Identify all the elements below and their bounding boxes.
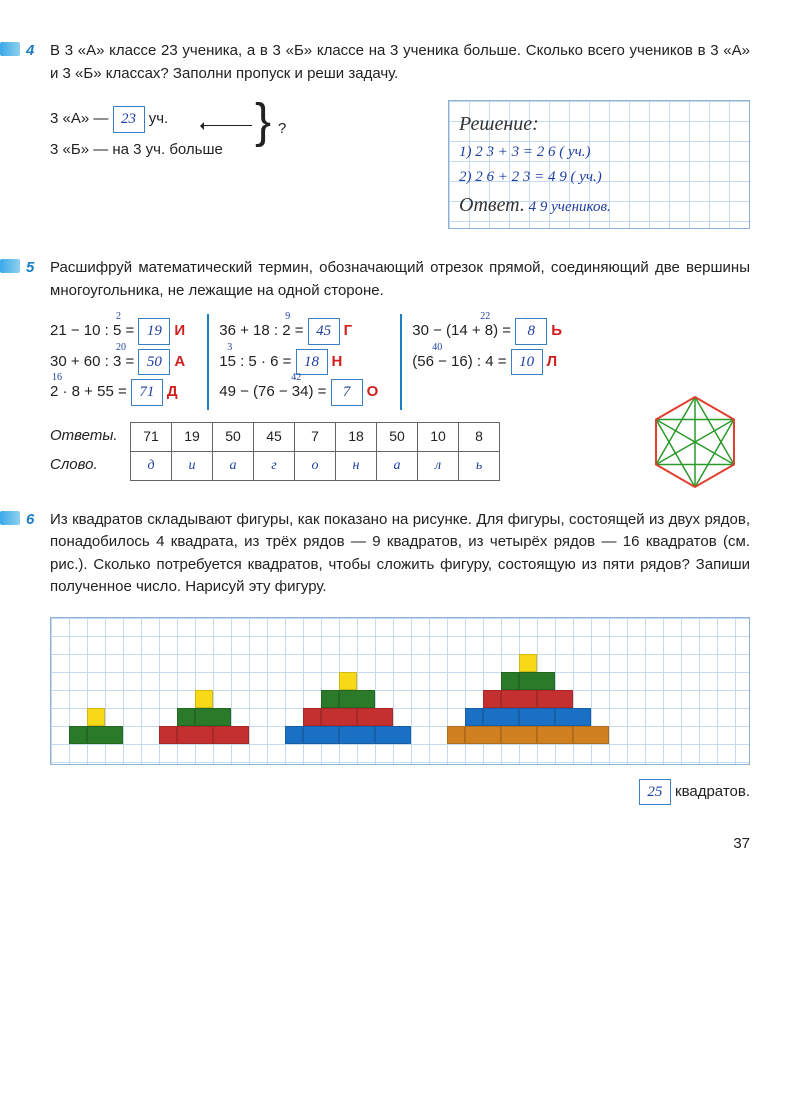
page-number: 37 [50, 833, 750, 856]
answer-text: 4 9 учеников. [529, 199, 611, 215]
question-mark: ? [278, 118, 286, 141]
problem-number: 4 [26, 40, 34, 63]
figure-grid [50, 617, 750, 765]
problem-marker [0, 259, 20, 273]
equation-line: 936 + 18 : 2 = 45Г [219, 318, 378, 345]
schema-a-unit: уч. [149, 110, 168, 127]
word-table: диагональ [130, 451, 500, 481]
schema-b-label: 3 «Б» — на 3 уч. больше [50, 141, 223, 158]
equation-line: 4249 − (76 − 34) = 7О [219, 379, 378, 406]
equation-line: 162 · 8 + 55 = 71Д [50, 379, 185, 406]
problem-marker [0, 511, 20, 525]
problem-text: В 3 «А» классе 23 ученика, а в 3 «Б» кла… [50, 40, 750, 85]
brace-icon: } [255, 98, 271, 146]
word-label: Слово. [50, 454, 130, 477]
schema-a-value: 23 [113, 106, 145, 133]
problem-6: 6 Из квадратов складывают фигуры, как по… [50, 509, 750, 806]
equation-line: 40(56 − 16) : 4 = 10Л [412, 349, 562, 376]
answers-table: 7119504571850108 [130, 422, 500, 452]
solution-line-1: 1) 2 3 + 3 = 2 6 ( уч.) [459, 141, 739, 164]
schema-block: 3 «А» — 23 уч. 3 «Б» — на 3 уч. больше }… [50, 100, 428, 229]
answer-unit: квадратов. [675, 783, 750, 800]
answer-value: 25 [639, 779, 671, 806]
problem-text: Расшифруй математический термин, обознач… [50, 257, 750, 302]
problem-5: 5 Расшифруй математический термин, обозн… [50, 257, 750, 481]
solution-grid: Решение: 1) 2 3 + 3 = 2 6 ( уч.) 2) 2 6 … [448, 100, 750, 229]
problem-text: Из квадратов складывают фигуры, как пока… [50, 509, 750, 599]
arrow-icon [202, 125, 252, 126]
problem-number: 5 [26, 257, 34, 280]
solution-line-2: 2) 2 6 + 2 3 = 4 9 ( уч.) [459, 166, 739, 189]
solution-title: Решение: [459, 109, 739, 139]
problem-number: 6 [26, 509, 34, 532]
answer-footer: 25 квадратов. [50, 779, 750, 806]
problem-4: 4 В 3 «А» классе 23 ученика, а в 3 «Б» к… [50, 40, 750, 229]
answers-label: Ответы. [50, 425, 130, 448]
schema-a-label: 3 «А» — [50, 110, 113, 127]
hexagon-diagram [640, 392, 750, 500]
problem-marker [0, 42, 20, 56]
answer-label: Ответ. [459, 194, 525, 216]
equation-line: 2030 + 60 : 3 = 50А [50, 349, 185, 376]
